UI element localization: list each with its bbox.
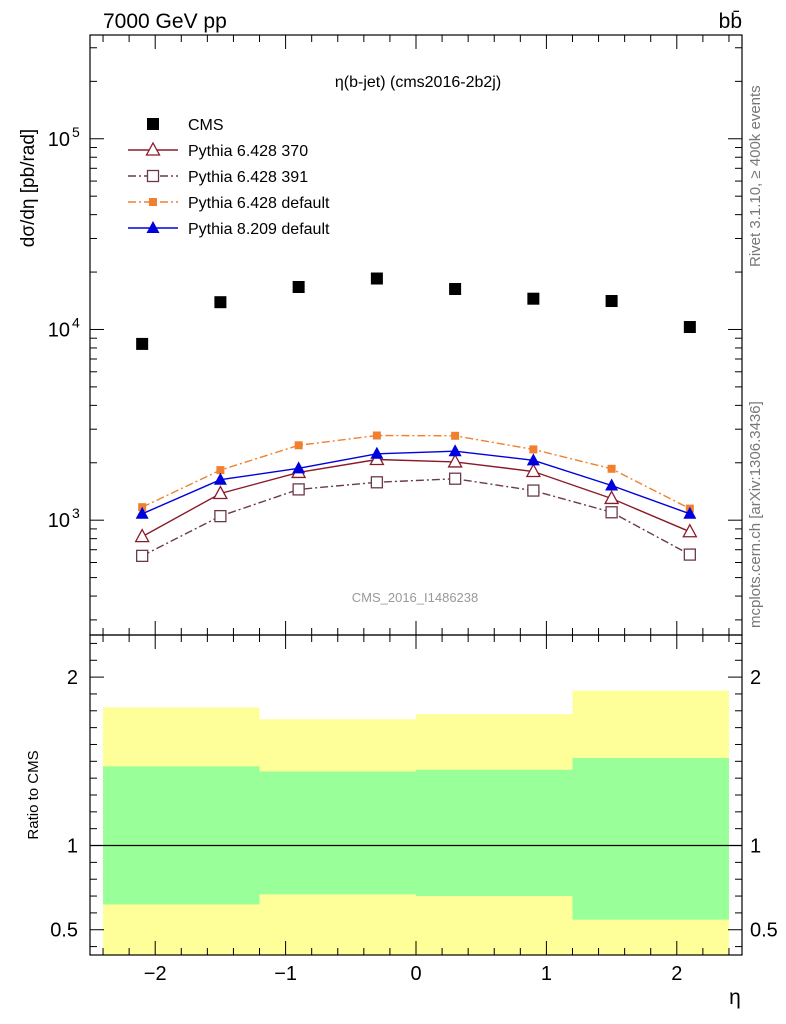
y-tick-label: 10 3 [48,505,80,532]
data-point-pythia6_370 [134,528,150,543]
legend-marker-pythia8_default [146,221,160,233]
data-point-pythia6_default [216,466,225,475]
ratio-panel: 0.5 0.5 1 1 2 2 −2 −1 0 1 2 Ratio to CMS η [25,634,778,1009]
ratio-band-inner [103,766,260,905]
data-point-pythia8_default [135,506,149,519]
ratio-y-tick-label-left: 2 [67,667,78,689]
ratio-ylabel: Ratio to CMS [25,750,42,839]
legend-label-pythia6_default: Pythia 6.428 default [188,195,330,212]
ratio-band-inner [572,757,729,920]
data-point-cms [136,337,149,350]
main-ylabel: dσ/dη [pb/rad] [18,129,39,247]
x-tick-label: 1 [541,963,552,985]
data-point-pythia6_391 [292,483,305,496]
ratio-band-inner [259,771,416,895]
data-point-cms [605,295,618,308]
ratio-y-tick-label-right: 0.5 [750,920,778,942]
main-plot-area [134,272,698,563]
legend-marker-pythia6_default [149,198,157,206]
data-point-cms [370,272,383,285]
y-tick-label: 10 5 [48,124,80,151]
data-point-pythia8_default [526,453,540,466]
data-point-pythia6_370 [447,453,463,468]
series-line-pythia6_370 [141,458,691,538]
ratio-y-tick-label-right: 2 [750,667,761,689]
series-line-pythia8_default [141,450,691,515]
data-point-pythia6_default [294,441,303,450]
ratio-band-inner [416,769,573,897]
data-point-pythia6_370 [525,463,541,478]
data-point-cms [527,292,540,305]
data-point-pythia8_default [292,461,306,474]
data-point-pythia8_default [605,478,619,491]
x-tick-label: 0 [410,963,421,985]
ratio-plot-area [90,690,742,955]
data-point-pythia8_default [683,506,697,519]
data-point-cms [449,283,462,296]
data-point-pythia6_391 [370,476,384,489]
data-point-cms [214,296,227,309]
ratio-y-tick-label-left: 0.5 [50,920,78,942]
data-point-pythia6_default [372,431,381,440]
plot-title: η(b-jet) (cms2016-2b2j) [335,74,501,91]
energy-label: 7000 GeV pp [103,10,227,33]
series-cms [136,272,696,350]
x-tick-label: −1 [274,963,297,985]
data-point-pythia6_370 [604,490,620,505]
data-point-cms [683,321,696,334]
rivet-label: Rivet 3.1.10, ≥ 400k events [747,85,764,267]
series-line-pythia6_391 [141,477,691,557]
data-point-pythia6_391 [605,506,618,519]
x-tick-label: −2 [144,963,167,985]
legend: CMS Pythia 6.428 370 Pythia 6.428 391 Pythi… [128,117,330,238]
ratio-y-tick-label-left: 1 [67,836,78,858]
series-line-pythia6_default [141,434,691,510]
legend-label-pythia6_370: Pythia 6.428 370 [188,143,308,160]
ratio-axes: 0.5 0.5 1 1 2 2 −2 −1 0 1 2 [50,635,778,985]
data-point-pythia6_391 [448,472,462,485]
legend-marker-cms [147,118,159,130]
data-point-pythia8_default [370,446,384,459]
data-point-pythia6_391 [527,484,540,497]
legend-label-pythia8_default: Pythia 8.209 default [188,221,330,238]
analysis-watermark: CMS_2016_I1486238 [352,590,479,605]
series-pythia6_391 [136,472,696,563]
data-point-pythia6_default [607,464,616,473]
legend-label-pythia6_391: Pythia 6.428 391 [188,169,308,186]
legend-label-cms: CMS [188,117,224,134]
data-point-pythia6_default [451,431,460,440]
data-point-pythia6_391 [683,548,696,561]
mcplots-label: mcplots.cern.ch [arXiv:1306.3436] [747,401,764,628]
legend-marker-pythia6_370 [145,141,161,156]
data-point-cms [292,280,305,293]
y-tick-label: 10 4 [48,314,80,341]
data-point-pythia8_default [213,472,227,485]
process-label: bb̄ [719,10,742,33]
ratio-y-tick-label-right: 1 [750,836,761,858]
legend-marker-pythia6_391 [146,169,160,183]
x-tick-label: 2 [671,963,682,985]
data-point-pythia6_370 [212,485,228,500]
x-axis-label: η [729,986,741,1009]
data-point-pythia6_370 [682,523,698,538]
data-point-pythia6_391 [136,549,149,563]
data-point-pythia8_default [448,444,462,457]
series-pythia8_default [135,444,697,519]
data-point-pythia6_391 [214,509,227,523]
data-point-pythia6_default [529,445,538,454]
